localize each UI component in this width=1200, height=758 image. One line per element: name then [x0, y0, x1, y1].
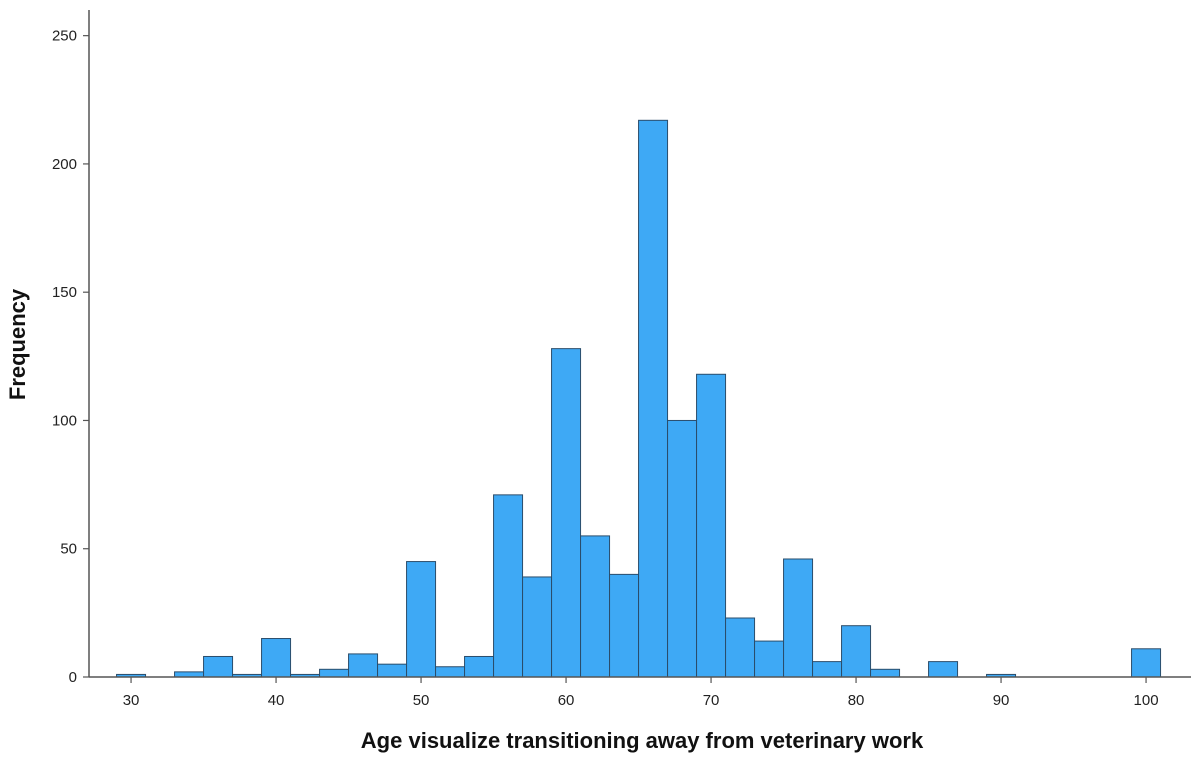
y-tick-label: 150 [52, 284, 77, 301]
histogram-bar [348, 653, 379, 678]
x-tick-label: 40 [268, 692, 285, 709]
histogram-bar [551, 348, 582, 678]
histogram-bar [609, 573, 640, 678]
y-axis-title: Frequency [5, 288, 30, 400]
y-tick-label: 100 [52, 412, 77, 429]
histogram-bar [638, 119, 669, 678]
histogram-bar [783, 558, 814, 678]
x-tick-label: 60 [558, 692, 575, 709]
y-axis-ticks: 0 50 100 150 200 250 [52, 28, 89, 686]
histogram-bar [696, 373, 727, 678]
y-tick-label: 0 [69, 669, 77, 686]
y-tick-label: 250 [52, 28, 77, 45]
x-tick-label: 90 [993, 692, 1010, 709]
histogram-bar [261, 638, 292, 678]
histogram-bar [725, 617, 756, 678]
histogram-bar [754, 640, 785, 678]
y-tick-label: 50 [60, 541, 77, 558]
histogram-bar [464, 655, 495, 678]
histogram-bar [493, 494, 524, 678]
histogram-bar [1131, 648, 1162, 678]
histogram-bar [928, 661, 959, 678]
x-tick-label: 70 [703, 692, 720, 709]
histogram-bar [174, 671, 205, 678]
y-tick-label: 200 [52, 156, 77, 173]
x-tick-label: 30 [123, 692, 140, 709]
x-tick-label: 50 [413, 692, 430, 709]
histogram-bar [203, 655, 234, 678]
histogram-bar [841, 625, 872, 678]
histogram-bar [319, 668, 350, 678]
histogram-bar [667, 419, 698, 678]
bars-group [116, 119, 1162, 678]
x-tick-label: 80 [848, 692, 865, 709]
histogram-bar [435, 666, 466, 678]
histogram-bar [522, 576, 553, 678]
histogram-bar [377, 663, 408, 678]
histogram-bar [580, 535, 611, 678]
x-tick-label: 100 [1134, 692, 1159, 709]
histogram-bar [870, 668, 901, 678]
x-axis-title: Age visualize transitioning away from ve… [361, 728, 924, 753]
x-axis-ticks: 30 40 50 60 70 80 90 100 [123, 677, 1159, 709]
histogram-bar [406, 561, 437, 678]
histogram-bar [812, 661, 843, 678]
